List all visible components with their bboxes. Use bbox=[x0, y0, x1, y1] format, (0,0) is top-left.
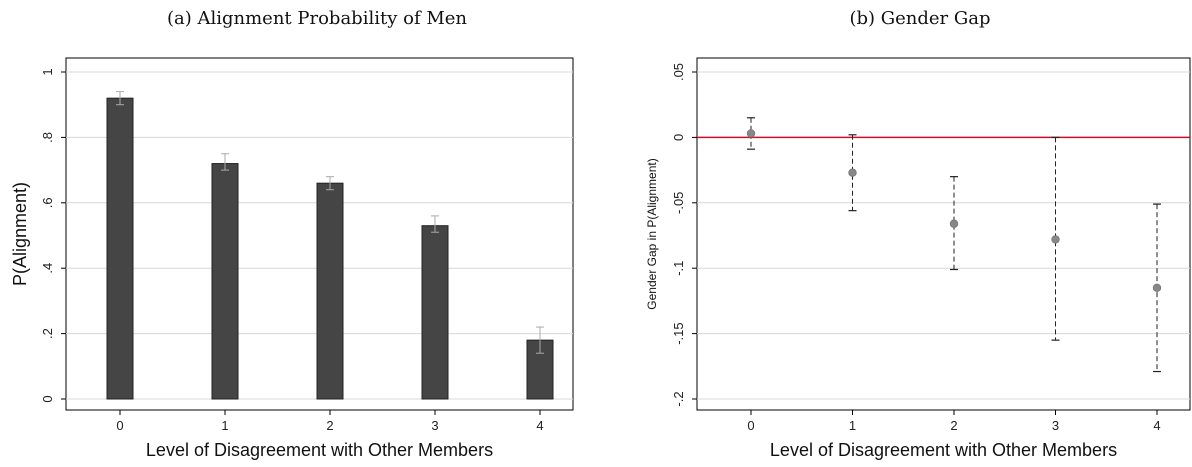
x-axis-label: Level of Disagreement with Other Members bbox=[770, 440, 1117, 460]
x-tick-label: 4 bbox=[1153, 418, 1160, 433]
y-tick-label: -.1 bbox=[671, 261, 686, 276]
y-axis-label: P(Alignment) bbox=[10, 182, 30, 286]
bar bbox=[421, 225, 449, 400]
y-tick-label: -.2 bbox=[671, 391, 686, 406]
y-tick-label: .4 bbox=[40, 263, 55, 274]
y-tick-label: 1 bbox=[40, 68, 55, 75]
y-axis-label: Gender Gap in P(Alignment) bbox=[645, 158, 659, 309]
x-tick-label: 1 bbox=[221, 418, 228, 433]
x-tick-label: 0 bbox=[116, 418, 123, 433]
y-tick-label: 0 bbox=[40, 395, 55, 402]
chart-a-title: (a) Alignment Probability of Men bbox=[166, 8, 467, 29]
bar bbox=[316, 182, 344, 400]
x-tick-label: 3 bbox=[431, 418, 438, 433]
data-point bbox=[949, 219, 959, 228]
chart-b: -.2 -.15 -.1 -.05 0 .05 0 1 2 3 4 Level of Disagree… bbox=[645, 57, 1191, 460]
x-tick-label: 3 bbox=[1052, 418, 1059, 433]
x-axis-label: Level of Disagreement with Other Members bbox=[146, 440, 493, 460]
y-tick-label: .2 bbox=[40, 328, 55, 339]
y-tick-label: .6 bbox=[40, 197, 55, 208]
x-tick-label: 0 bbox=[747, 418, 754, 433]
y-tick-label: 0 bbox=[671, 134, 686, 141]
data-point bbox=[746, 129, 756, 138]
y-tick-label: -.15 bbox=[671, 322, 686, 344]
bar bbox=[106, 97, 134, 400]
x-tick-label: 1 bbox=[849, 418, 856, 433]
data-point bbox=[1152, 283, 1162, 293]
data-point bbox=[1051, 235, 1060, 244]
plot-frame bbox=[696, 57, 1191, 411]
y-tick-label: -.05 bbox=[671, 192, 686, 214]
y-tick-label: .05 bbox=[671, 63, 686, 81]
bar bbox=[211, 163, 239, 400]
x-tick-label: 2 bbox=[326, 418, 333, 433]
chart-a: 0 .2 .4 .6 .8 1 0 1 2 3 4 Level of Disagreement wit… bbox=[10, 57, 574, 460]
chart-b-title: (b) Gender Gap bbox=[849, 8, 991, 29]
data-point bbox=[848, 168, 857, 177]
x-tick-label: 4 bbox=[536, 418, 543, 433]
x-tick-label: 2 bbox=[950, 418, 957, 433]
y-tick-label: .8 bbox=[40, 132, 55, 143]
